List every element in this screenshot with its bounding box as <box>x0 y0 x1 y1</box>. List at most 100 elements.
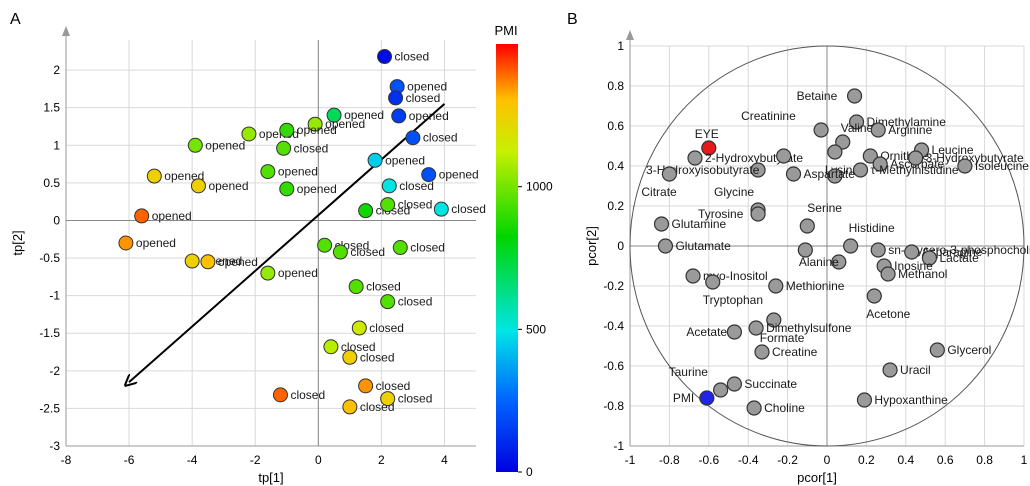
panel-a-point <box>342 399 358 415</box>
panel-b-ticks: -1 -0.8 -0.6 -0.4 -0.2 0 0.2 0.4 0.6 0.8 1 -1 -0.8 -0… <box>603 39 1027 467</box>
panel-a-point <box>392 240 408 256</box>
panel-a-trend-arrow <box>129 103 446 382</box>
panel-b-point <box>921 250 938 266</box>
panel-a-y-tick-label: -2.5 <box>39 401 60 415</box>
panel-a-point <box>146 168 162 184</box>
panel-a-point-label: opened <box>164 169 204 183</box>
panel-a-point-label: closed <box>350 245 385 259</box>
panel-b-point-label: Methanol <box>898 267 947 281</box>
panel-b-point <box>872 156 888 172</box>
panel-a-point-label: closed <box>360 400 395 414</box>
panel-b-x-tick-label: 0.4 <box>897 453 914 467</box>
panel-a-point-label: opened <box>136 236 176 250</box>
panel-b-y-tick-label: 0.6 <box>607 119 624 133</box>
panel-b-x-tick-label: -0.4 <box>738 453 759 467</box>
panel-a-point <box>279 181 295 197</box>
panel-b-x-tick-label: -1 <box>625 453 636 467</box>
panel-b-point <box>701 140 717 156</box>
panel-b-point <box>748 320 764 336</box>
panel-a-point-label: closed <box>294 141 329 155</box>
panel-b-x-tick-label: 0 <box>824 453 831 467</box>
panel-a-point-label: closed <box>395 50 430 64</box>
panel-a-point-label: opened <box>218 255 258 269</box>
panel-a-point-label: opened <box>208 179 248 193</box>
panel-a-y-tick-label: -3 <box>49 439 60 453</box>
panel-a-x-tick-label: -4 <box>187 453 198 467</box>
panel-a-point <box>279 122 295 138</box>
panel-b-x-tick-label: 0.2 <box>858 453 875 467</box>
panel-b-point-label: PMI <box>673 391 694 405</box>
panel-a-y-tick-label: 0 <box>53 213 60 227</box>
panel-a-point-label: opened <box>205 138 245 152</box>
panel-b-point <box>831 254 847 270</box>
panel-b-point <box>908 150 924 166</box>
panel-b-point-label: Methionine <box>786 279 845 293</box>
panel-a-x-tick-label: -8 <box>61 453 72 467</box>
panel-a-y-tick-label: 0.5 <box>43 176 60 190</box>
panel-a-point <box>433 201 449 217</box>
panel-b-point-label: Glycine <box>714 185 754 199</box>
panel-b-point-label: Creatinine <box>741 109 796 123</box>
panel-a-x-tick-label: -6 <box>124 453 135 467</box>
panel-a-x-axis-label: tp[1] <box>258 470 283 485</box>
panel-a-point-label: closed <box>366 280 401 294</box>
panel-a-point <box>391 108 407 124</box>
panel-b-y-tick-label: 0.8 <box>607 79 624 93</box>
panel-a-y-tick-label: 2 <box>53 63 60 77</box>
panel-b-point-label: Dimethylamine <box>867 115 947 129</box>
panel-a-point-label: closed <box>410 241 445 255</box>
panel-b-x-tick-label: 0.6 <box>937 453 954 467</box>
panel-b-point-label: Valine <box>841 121 874 135</box>
panel-b-point <box>827 144 843 160</box>
panel-a-point <box>118 235 134 251</box>
panel-a-point-label: opened <box>152 209 192 223</box>
panel-b-point <box>957 158 973 174</box>
panel-a: A -8 -6 -4 -2 0 2 4 -3 -2.5 -2 -1.5 -1 -0.5 0 0.5 1 1.5 2… <box>10 11 486 485</box>
panel-b-point-label: Glycerol <box>947 343 991 357</box>
panel-a-point <box>405 130 421 146</box>
panel-b-point-label: EYE <box>695 127 719 141</box>
panel-b-point <box>870 122 886 138</box>
panel-a-point <box>260 164 276 180</box>
panel-a-x-tick-label: -2 <box>250 453 261 467</box>
panel-a-x-tick-label: 2 <box>378 453 385 467</box>
panel-b-point-label: Taurine <box>669 365 709 379</box>
panel-a-point-label: opened <box>297 123 337 137</box>
panel-a-point-label: closed <box>398 198 433 212</box>
panel-b-point-label: Hypoxanthine <box>874 393 948 407</box>
panel-b-y-axis-arrow <box>626 30 634 40</box>
panel-a-point <box>388 90 404 106</box>
panel-b-point-label: Asparagine <box>922 245 983 259</box>
panel-a-point-label: closed <box>399 179 434 193</box>
panel-b-letter: B <box>567 11 578 28</box>
panel-b-point <box>746 400 762 416</box>
panel-b-point <box>653 216 670 232</box>
panel-b-point <box>685 268 701 284</box>
panel-a-point <box>358 378 374 394</box>
panel-a-point <box>367 152 383 168</box>
panel-a-point <box>421 167 437 183</box>
panel-a-point-label: closed <box>360 350 395 364</box>
panel-b-point-label: Arginine <box>888 123 932 137</box>
panel-a-point <box>272 387 288 403</box>
panel-b-point-label: Creatine <box>772 345 818 359</box>
panel-b-point <box>776 148 792 164</box>
panel-b-point <box>687 150 703 166</box>
panel-b-x-tick-label: 1 <box>1021 453 1028 467</box>
panel-a-y-axis-label: tp[2] <box>10 230 25 255</box>
panel-b-point <box>750 206 766 222</box>
panel-b-x-axis-label: pcor[1] <box>797 470 837 485</box>
panel-b-x-tick-label: -0.8 <box>659 453 680 467</box>
panel-b-point-label: Choline <box>764 401 805 415</box>
panel-b-point <box>848 114 865 130</box>
panel-b-point <box>827 168 843 184</box>
panel-a-point <box>200 254 216 270</box>
panel-a-point <box>187 137 203 153</box>
panel-a-y-tick-label: 1.5 <box>43 101 60 115</box>
panel-b-point-label: Dimethylsulfone <box>766 321 852 335</box>
panel-b-point-label: Inosine <box>894 259 933 273</box>
panel-b-y-tick-label: -1 <box>613 439 624 453</box>
panel-b-point <box>852 162 869 178</box>
panel-b-point <box>754 344 770 360</box>
panel-b-point <box>870 242 886 258</box>
